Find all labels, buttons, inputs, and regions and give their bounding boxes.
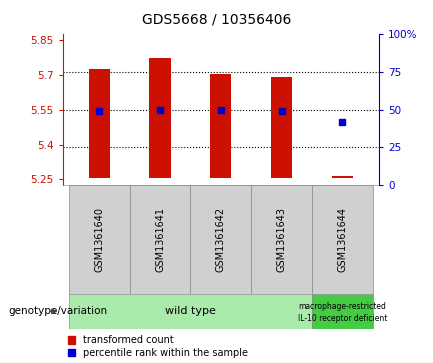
Bar (312, 294, 373, 329)
Bar (191, 185, 251, 294)
Bar (332, 176, 353, 178)
Text: wild type: wild type (165, 306, 216, 316)
Bar (69, 294, 312, 329)
Text: GSM1361641: GSM1361641 (155, 207, 165, 272)
Text: GDS5668 / 10356406: GDS5668 / 10356406 (142, 13, 291, 27)
Bar (89, 69, 110, 178)
Text: macrophage-restricted: macrophage-restricted (298, 302, 386, 311)
Bar (69, 185, 129, 294)
Bar (149, 58, 171, 178)
Text: genotype/variation: genotype/variation (9, 306, 108, 316)
Bar (210, 74, 232, 178)
Text: GSM1361642: GSM1361642 (216, 207, 226, 272)
Bar (129, 185, 191, 294)
Text: GSM1361643: GSM1361643 (277, 207, 287, 272)
Bar (312, 185, 373, 294)
Text: GSM1361640: GSM1361640 (94, 207, 104, 272)
Bar (251, 185, 312, 294)
Text: IL-10 receptor deficient: IL-10 receptor deficient (298, 314, 387, 323)
Text: GSM1361644: GSM1361644 (337, 207, 347, 272)
Bar (271, 77, 292, 178)
Legend: transformed count, percentile rank within the sample: transformed count, percentile rank withi… (68, 335, 248, 358)
